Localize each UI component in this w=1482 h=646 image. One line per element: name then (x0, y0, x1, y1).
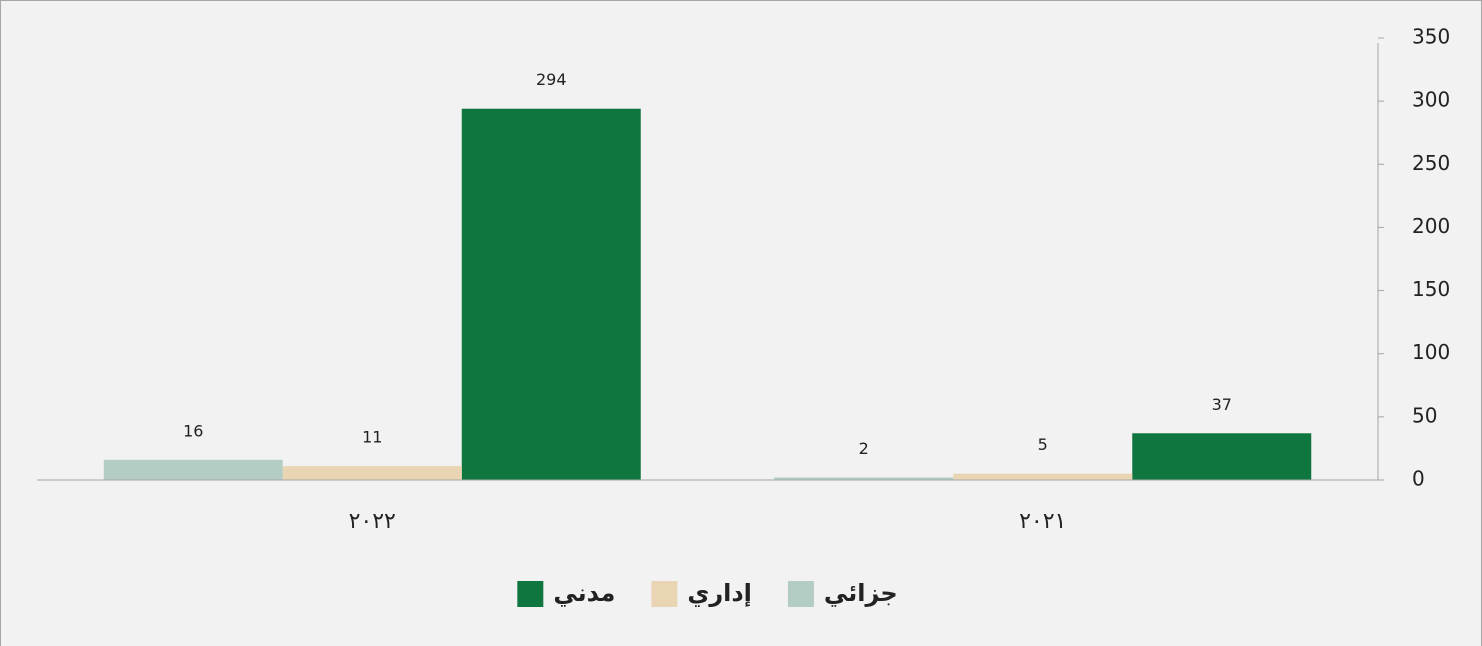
legend-label: مدني (553, 579, 615, 607)
data-label: 37 (1212, 395, 1232, 414)
bar (774, 477, 954, 480)
x-tick-label: ٢٠٢١ (1019, 509, 1066, 534)
y-tick-label: 100 (1412, 340, 1450, 364)
legend-item: جزائي (787, 579, 898, 607)
data-label: 294 (536, 70, 567, 89)
legend-label: جزائي (824, 579, 898, 607)
y-tick-label: 50 (1412, 403, 1437, 427)
legend-label: إداري (687, 579, 752, 607)
legend-item: إداري (651, 579, 752, 607)
y-tick-label: 350 (1412, 25, 1450, 49)
legend-item: مدني (517, 579, 615, 607)
y-tick-label: 300 (1412, 88, 1450, 112)
bar (461, 108, 641, 480)
y-tick-label: 0 (1412, 467, 1425, 491)
bar (953, 473, 1133, 480)
legend-swatch (517, 581, 544, 607)
bar (282, 466, 462, 480)
y-tick-label: 150 (1412, 277, 1450, 301)
legend-swatch (651, 581, 678, 607)
data-label: 2 (859, 439, 869, 458)
y-tick-label: 250 (1412, 151, 1450, 175)
x-tick-label: ٢٠٢٢ (349, 509, 396, 534)
data-label: 16 (183, 421, 203, 440)
legend-swatch (787, 581, 814, 607)
y-tick-label: 200 (1412, 214, 1450, 238)
data-label: 11 (362, 428, 382, 447)
bar (103, 459, 283, 480)
bar (1132, 433, 1312, 480)
data-label: 5 (1038, 435, 1048, 454)
